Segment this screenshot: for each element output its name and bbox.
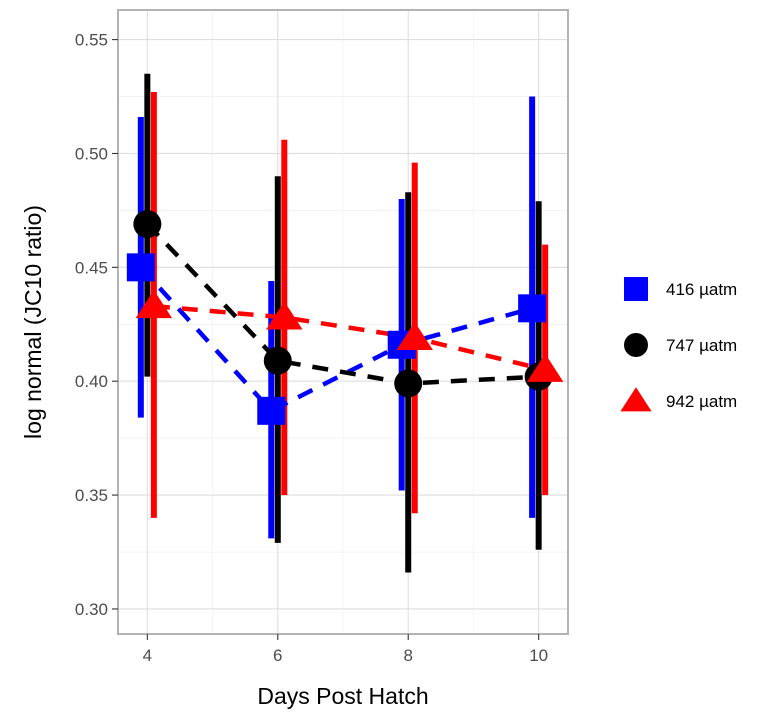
square-point [518, 294, 547, 323]
grid [118, 10, 568, 634]
triangle-point [526, 353, 564, 382]
x-axis-title: Days Post Hatch [257, 683, 428, 709]
legend-key-square [624, 277, 648, 301]
series-line [153, 303, 546, 373]
x-tick-label: 6 [273, 646, 282, 665]
y-tick-label: 0.40 [75, 372, 108, 391]
series-line [145, 222, 539, 386]
panel-border [117, 9, 569, 635]
triangle-point [266, 301, 303, 330]
y-tick-label: 0.45 [75, 258, 108, 277]
legend-label: 416 µatm [666, 280, 737, 299]
y-axis-title: log normal (JC10 ratio) [20, 205, 46, 439]
triangle-point [396, 321, 433, 351]
y-tick-label: 0.55 [75, 31, 108, 50]
legend-key-triangle [620, 387, 652, 412]
axes: 0.30 0.35 0.40 0.45 0.50 0.55 4 6 8 10 [75, 31, 548, 665]
legend: 416 µatm 747 µatm 942 µatm [620, 277, 737, 412]
y-tick-label: 0.50 [75, 144, 108, 163]
legend-label: 747 µatm [666, 336, 737, 355]
circle-point [133, 210, 162, 239]
legend-key-circle [624, 333, 648, 357]
series-line [139, 265, 533, 414]
y-tick-label: 0.35 [75, 486, 108, 505]
x-tick-label: 10 [529, 646, 548, 665]
x-tick-label: 4 [143, 646, 152, 665]
square-point [257, 396, 286, 425]
y-tick-label: 0.30 [75, 600, 108, 619]
circle-point [394, 369, 423, 398]
square-point [126, 253, 155, 282]
triangle-point [135, 289, 173, 319]
series-points [126, 210, 564, 425]
plot-area [126, 73, 564, 573]
legend-label: 942 µatm [666, 392, 737, 411]
series-lines [139, 222, 546, 414]
x-tick-label: 8 [403, 646, 412, 665]
circle-point [263, 346, 292, 375]
